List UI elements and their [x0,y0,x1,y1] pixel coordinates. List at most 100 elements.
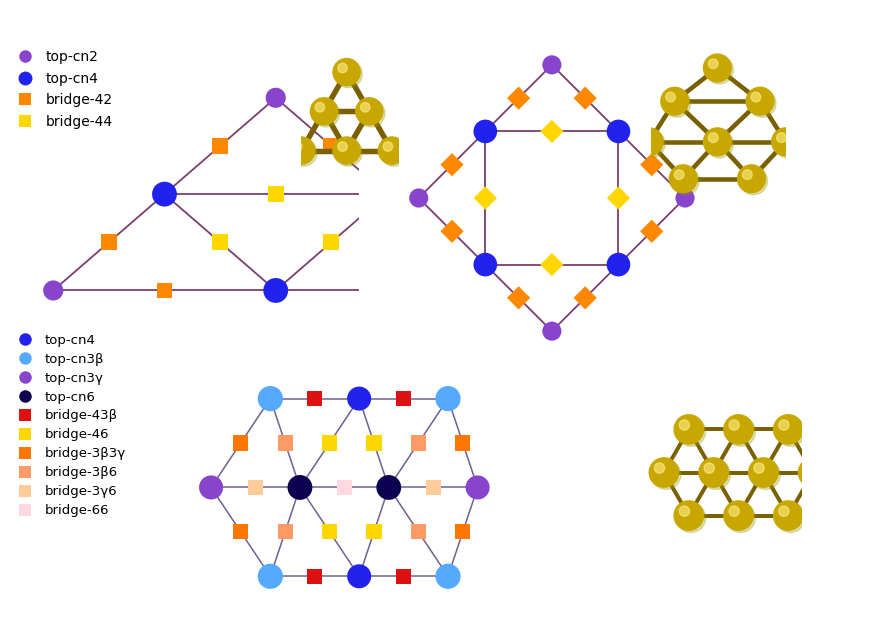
Point [397,571,411,581]
Point [456,527,470,537]
Point [545,127,559,137]
Point [470,483,484,493]
Circle shape [776,417,805,446]
Circle shape [663,90,691,117]
Point [46,286,60,295]
Point [611,127,625,137]
Circle shape [315,103,325,112]
Circle shape [675,170,684,179]
Circle shape [746,87,774,115]
Point [337,483,351,493]
Point [645,226,659,236]
Circle shape [803,463,814,473]
Point [213,237,227,247]
Point [322,527,336,537]
Circle shape [335,61,363,88]
Point [382,483,396,493]
Circle shape [679,420,689,430]
Circle shape [739,167,767,195]
Circle shape [652,460,681,489]
Point [435,237,449,247]
Circle shape [380,139,407,166]
Point [204,483,218,493]
Point [264,571,278,581]
Point [412,193,426,203]
Circle shape [679,506,689,516]
Point [367,438,381,448]
Point [307,394,321,404]
Point [324,141,338,151]
Circle shape [777,133,787,143]
Circle shape [705,130,733,158]
Point [478,127,492,137]
Circle shape [333,59,360,86]
Point [269,93,283,103]
Circle shape [638,130,665,158]
Circle shape [675,501,703,530]
Point [352,394,366,404]
Point [441,571,455,581]
Point [491,286,505,295]
Point [478,260,492,269]
Circle shape [801,460,830,489]
Circle shape [649,458,679,487]
Point [234,527,248,537]
Point [278,527,292,537]
Point [445,226,459,236]
Point [264,394,278,404]
Circle shape [338,142,347,151]
Circle shape [774,415,803,444]
Circle shape [310,98,337,125]
Circle shape [701,460,731,489]
Circle shape [743,170,752,179]
Point [278,438,292,448]
Circle shape [661,87,689,115]
Circle shape [774,130,802,158]
Point [158,286,172,295]
Point [352,571,366,581]
Point [307,571,321,581]
Circle shape [378,137,406,164]
Circle shape [751,460,781,489]
Point [545,326,559,336]
Circle shape [779,420,789,430]
Point [578,293,592,303]
Point [269,286,283,295]
Point [322,438,336,448]
Point [611,193,625,203]
Circle shape [748,90,776,117]
Circle shape [754,463,764,473]
Circle shape [699,458,728,487]
Point [441,394,455,404]
Circle shape [724,501,753,530]
Circle shape [676,417,706,446]
Circle shape [709,133,718,143]
Circle shape [313,99,340,127]
Circle shape [703,54,731,82]
Circle shape [751,92,760,102]
Point [102,237,116,247]
Circle shape [360,103,370,112]
Point [678,193,692,203]
Legend: top-cn2, top-cn4, bridge-42, bridge-44: top-cn2, top-cn4, bridge-42, bridge-44 [5,44,118,134]
Circle shape [774,501,803,530]
Circle shape [705,56,733,84]
Circle shape [654,463,665,473]
Circle shape [333,137,360,164]
Point [545,60,559,70]
Point [456,438,470,448]
Circle shape [738,165,766,193]
Circle shape [676,503,706,533]
Circle shape [709,59,718,69]
Circle shape [726,503,755,533]
Circle shape [776,503,805,533]
Point [380,189,394,199]
Legend: top-cn4, top-cn3β, top-cn3γ, top-cn6, bridge-43β, bridge-46, bridge-3β3γ, bridge: top-cn4, top-cn3β, top-cn3γ, top-cn6, br… [6,328,131,522]
Circle shape [726,417,755,446]
Circle shape [729,420,739,430]
Circle shape [287,137,314,164]
Point [427,483,441,493]
Circle shape [357,99,385,127]
Point [512,293,526,303]
Point [545,260,559,269]
